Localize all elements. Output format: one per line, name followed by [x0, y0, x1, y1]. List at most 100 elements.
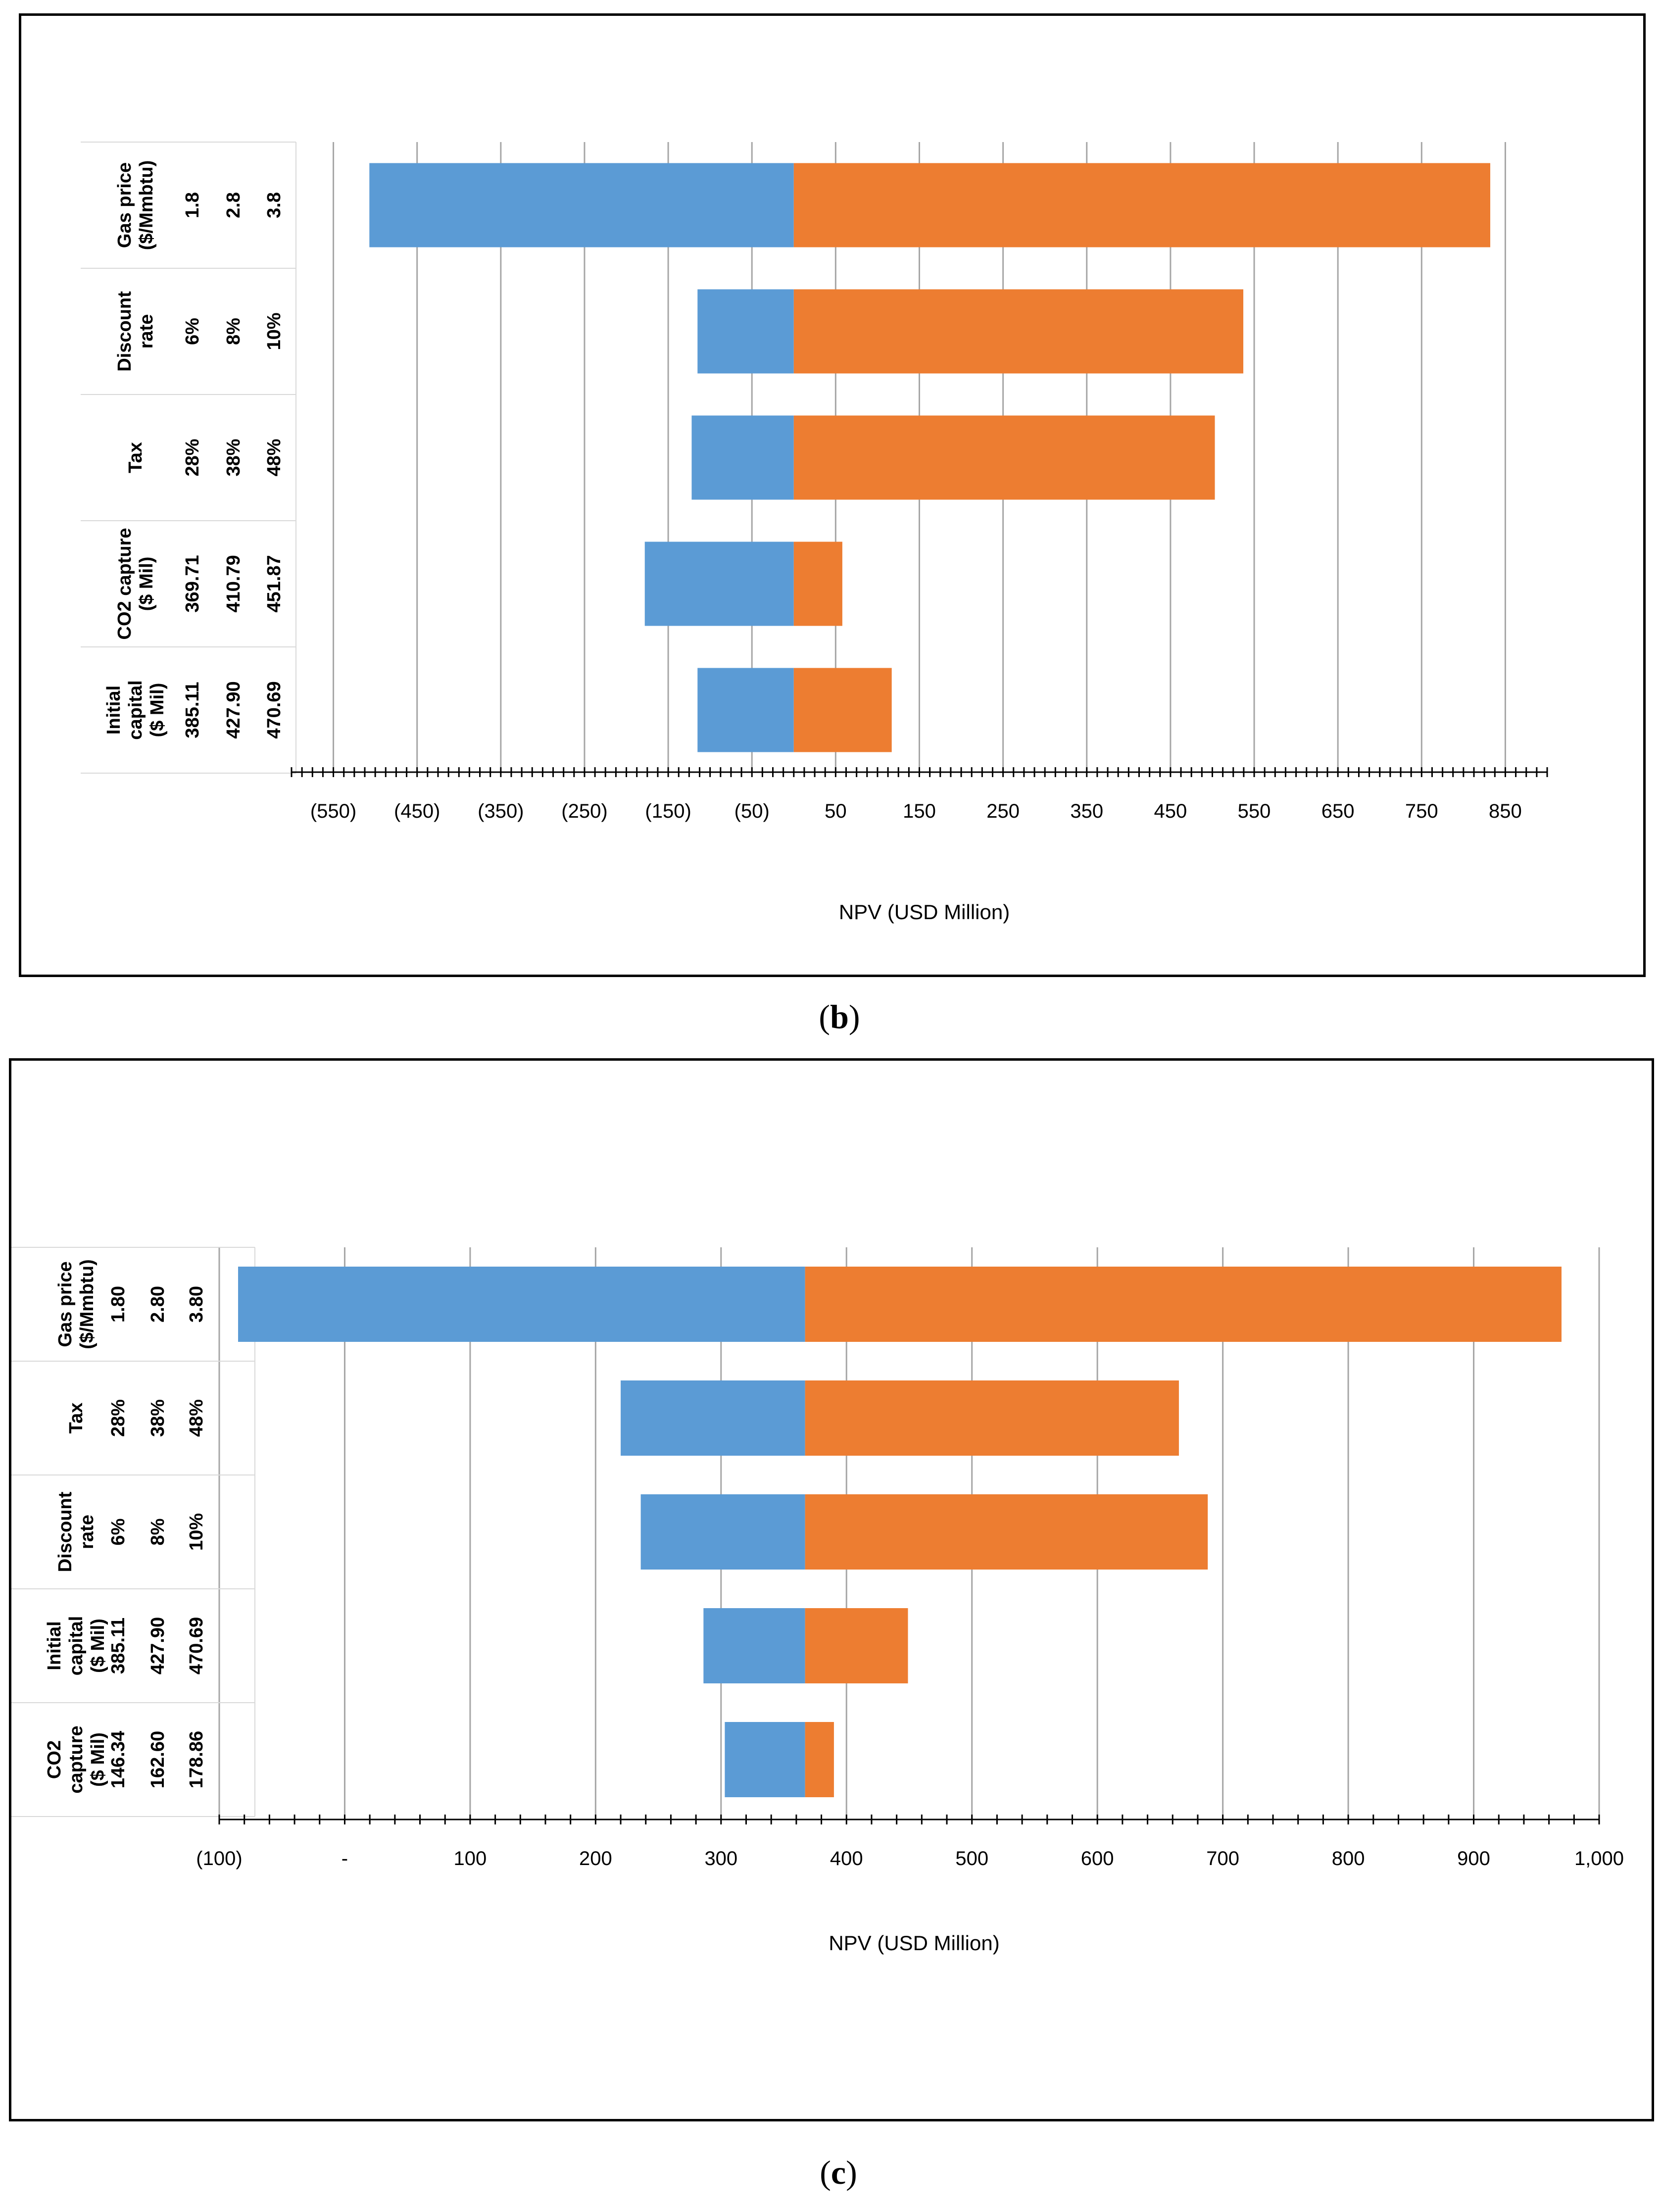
category-name: Initialcapital($ Mil) — [44, 1616, 108, 1675]
x-tick-label: 650 — [1321, 800, 1355, 822]
category-name-line: Discount — [55, 1491, 76, 1572]
low-bar — [640, 1494, 805, 1570]
x-tick-label: 400 — [830, 1848, 863, 1869]
low-bar — [644, 541, 794, 626]
category-value: 8% — [223, 318, 244, 345]
high-bar — [805, 1380, 1179, 1456]
category-name-line: CO2 — [44, 1740, 65, 1779]
caption-letter: b — [830, 998, 849, 1035]
chart-panel-b: Gas price($/Mmbtu) 1.8 2.8 3.8 Discountrate 6… — [19, 13, 1646, 977]
category-value: 10% — [264, 312, 285, 350]
x-tick-label: 850 — [1489, 800, 1522, 822]
low-bar — [697, 668, 794, 752]
category-name: CO2capture($ Mil) — [44, 1725, 108, 1793]
x-tick-label: 750 — [1405, 800, 1438, 822]
low-bar — [697, 289, 794, 374]
category-name: CO2 capture($ Mil) — [114, 528, 157, 640]
high-bar — [793, 289, 1244, 374]
category-name-line: rate — [136, 314, 157, 349]
category-name-line: Tax — [66, 1403, 87, 1434]
x-tick-label: 350 — [1070, 800, 1103, 822]
category-value: 8% — [147, 1519, 168, 1546]
category-value: 451.87 — [264, 555, 285, 612]
figure-caption-b: (b) — [819, 998, 860, 1035]
high-bar — [793, 668, 892, 752]
category-name-line: capital — [66, 1616, 87, 1675]
category-value: 146.34 — [108, 1731, 129, 1788]
tornado-chart-c: Gas price($/Mmbtu) 1.80 2.80 3.80 Tax 28% 38% 4… — [11, 1247, 1624, 1955]
x-tick-label: 250 — [986, 800, 1020, 822]
x-tick-label: - — [342, 1848, 348, 1869]
category-name: Gas price($/Mmbtu) — [114, 160, 157, 250]
category-value: 6% — [108, 1519, 129, 1546]
category-value: 427.90 — [147, 1617, 168, 1674]
x-tick-label: 200 — [579, 1848, 612, 1869]
low-bar — [691, 415, 794, 500]
tornado-chart-b: Gas price($/Mmbtu) 1.8 2.8 3.8 Discountrate 6… — [81, 142, 1548, 924]
low-bar — [621, 1380, 805, 1456]
category-name-line: ($/Mmbtu) — [136, 160, 157, 250]
category-name: Tax — [125, 442, 146, 473]
category-name-line: Tax — [125, 442, 146, 473]
category-value: 178.86 — [186, 1731, 207, 1788]
category-name-line: capital — [125, 680, 146, 739]
category-name-line: ($ Mil) — [88, 1732, 108, 1787]
high-bar — [793, 415, 1215, 500]
category-value: 410.79 — [223, 555, 244, 612]
category-name: Initialcapital($ Mil) — [103, 680, 168, 739]
low-bar — [725, 1722, 805, 1797]
category-name-line: Initial — [103, 686, 124, 735]
category-name: Discountrate — [55, 1491, 98, 1572]
category-name-line: ($ Mil) — [136, 557, 157, 611]
figure-caption-c: (c) — [820, 2154, 857, 2191]
category-name-line: ($ Mil) — [147, 683, 168, 737]
x-tick-label: (250) — [561, 800, 607, 822]
category-value: 1.80 — [108, 1286, 129, 1323]
category-value: 470.69 — [264, 681, 285, 738]
category-value: 369.71 — [182, 555, 203, 612]
category-value: 2.80 — [147, 1286, 168, 1323]
x-tick-label: (450) — [394, 800, 440, 822]
category-value: 10% — [186, 1513, 207, 1551]
category-name-line: Initial — [44, 1621, 65, 1670]
category-name-line: capture — [66, 1725, 87, 1793]
low-bar — [238, 1267, 805, 1342]
category-value: 427.90 — [223, 681, 244, 738]
category-value: 3.80 — [186, 1286, 207, 1323]
category-name: Discountrate — [114, 291, 157, 372]
category-name-line: ($/Mmbtu) — [77, 1259, 98, 1349]
category-value: 385.11 — [108, 1618, 129, 1674]
x-axis-title: NPV (USD Million) — [829, 1931, 999, 1955]
x-tick-label: 450 — [1154, 800, 1187, 822]
x-axis-title: NPV (USD Million) — [839, 900, 1010, 924]
x-tick-label: 550 — [1238, 800, 1271, 822]
category-name: Gas price($/Mmbtu) — [55, 1259, 98, 1349]
x-tick-label: 700 — [1206, 1848, 1239, 1869]
high-bar — [805, 1722, 834, 1797]
category-value: 385.11 — [182, 682, 203, 738]
x-tick-label: 50 — [825, 800, 847, 822]
high-bar — [805, 1608, 908, 1683]
category-value: 38% — [147, 1399, 168, 1437]
x-tick-label: (150) — [645, 800, 691, 822]
category-name-line: Discount — [114, 291, 135, 372]
category-value: 3.8 — [264, 192, 285, 218]
high-bar — [805, 1267, 1562, 1342]
category-name-line: rate — [77, 1515, 98, 1549]
x-tick-label: 300 — [704, 1848, 737, 1869]
category-value: 6% — [182, 318, 203, 345]
category-value: 48% — [264, 439, 285, 476]
high-bar — [793, 163, 1490, 247]
x-tick-label: 150 — [903, 800, 936, 822]
x-tick-label: 800 — [1332, 1848, 1365, 1869]
high-bar — [805, 1494, 1208, 1570]
category-value: 28% — [108, 1399, 129, 1437]
category-value: 470.69 — [186, 1617, 207, 1674]
x-tick-label: (350) — [478, 800, 524, 822]
x-tick-label: (100) — [196, 1848, 242, 1869]
chart-panel-c: Gas price($/Mmbtu) 1.80 2.80 3.80 Tax 28% 38% 4… — [9, 1058, 1654, 2121]
x-tick-label: 600 — [1081, 1848, 1114, 1869]
category-name-line: ($ Mil) — [88, 1619, 108, 1673]
category-name-line: Gas price — [55, 1261, 76, 1347]
low-bar — [369, 163, 794, 247]
